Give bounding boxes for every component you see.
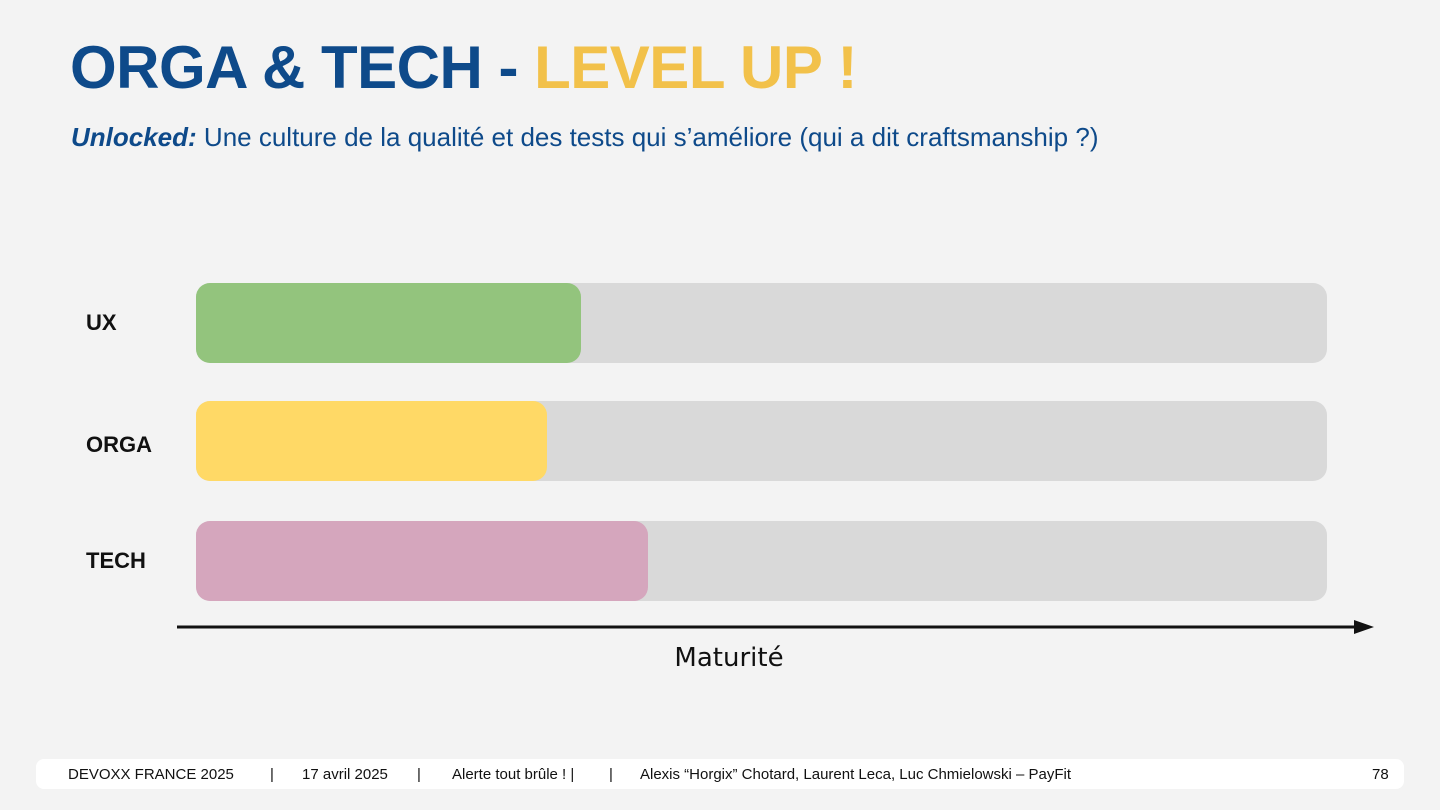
row-label-tech: TECH: [86, 548, 146, 573]
track-ux: [196, 283, 1327, 363]
footer-date: 17 avril 2025: [302, 766, 388, 783]
maturity-axis-arrowhead: [1354, 620, 1374, 634]
footer-bar: DEVOXX FRANCE 2025 | 17 avril 2025 | Ale…: [36, 759, 1404, 789]
footer-talk-title: Alerte tout brûle ! |: [452, 766, 575, 783]
track-orga: [196, 401, 1327, 481]
slide-title-main: ORGA & TECH: [70, 34, 483, 101]
bar-tech: [196, 521, 649, 601]
subtitle-text: Une culture de la qualité et des tests q…: [196, 122, 1099, 152]
footer-event: DEVOXX FRANCE 2025: [68, 766, 234, 783]
footer-separator: |: [609, 766, 613, 783]
footer-separator: |: [417, 766, 421, 783]
slide-title: ORGA & TECH - LEVEL UP !: [70, 34, 857, 102]
slide-title-separator: -: [482, 34, 535, 101]
page-number: 78: [1372, 766, 1389, 783]
bar-orga: [196, 401, 547, 481]
slide-title-accent: LEVEL UP !: [534, 34, 857, 101]
row-label-ux: UX: [86, 310, 117, 335]
track-tech: [196, 521, 1327, 601]
subtitle-label: Unlocked:: [71, 122, 197, 152]
row-label-orga: ORGA: [86, 432, 152, 457]
footer-separator: |: [270, 766, 274, 783]
bar-ux: [196, 283, 581, 363]
maturity-axis-label: Maturité: [674, 643, 784, 673]
footer-authors: Alexis “Horgix” Chotard, Laurent Leca, L…: [640, 766, 1072, 783]
slide-subtitle: Unlocked: Une culture de la qualité et d…: [71, 120, 1098, 154]
